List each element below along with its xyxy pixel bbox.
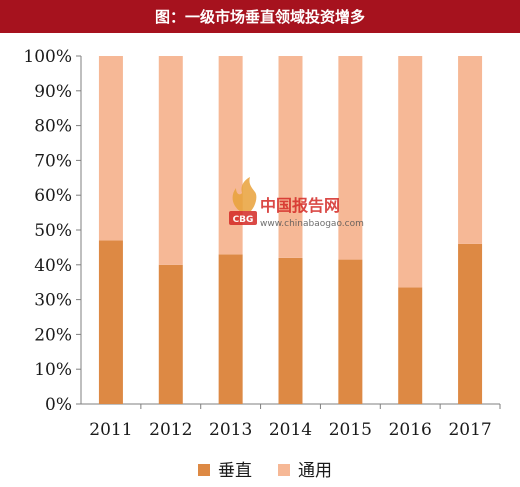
bar-vertical [338,259,363,404]
watermark-brand: 中国报告网 [260,196,340,215]
bar-general [158,56,183,265]
logo-text: CBG [233,215,254,225]
y-tick-label: 60% [34,186,72,206]
x-tick-label: 2011 [89,420,132,440]
y-tick-label: 30% [34,291,72,311]
bar-general [338,56,363,260]
legend-label-vertical: 垂直 [218,461,252,481]
bar-general [458,56,483,244]
watermark-url: www.chinabaogao.com [260,219,364,229]
x-tick-label: 2017 [448,420,491,440]
y-tick-label: 70% [34,151,72,171]
y-tick-label: 100% [23,47,72,67]
legend-swatch-vertical [198,464,210,476]
logo-plate [229,211,257,225]
bar-general [98,56,123,241]
bar-vertical [98,240,123,404]
bar-vertical [218,254,243,404]
y-tick-label: 20% [34,325,72,345]
x-tick-label: 2015 [329,420,372,440]
bar-general [278,56,303,258]
bar-vertical [278,257,303,404]
y-tick-label: 90% [34,82,72,102]
y-tick-label: 10% [34,360,72,380]
y-tick-label: 0% [45,395,72,415]
logo-flame-icon [232,177,257,212]
x-tick-label: 2016 [389,420,432,440]
y-tick-label: 40% [34,256,72,276]
x-tick-label: 2014 [269,420,312,440]
bar-vertical [458,243,483,404]
chart-title: 图：一级市场垂直领域投资增多 [0,0,520,33]
x-tick-label: 2013 [209,420,252,440]
legend-swatch-general [278,464,290,476]
y-tick-label: 80% [34,117,72,137]
bar-general [398,56,423,288]
watermark: CBG 中国报告网 www.chinabaogao.com [229,177,364,229]
legend-label-general: 通用 [298,461,332,481]
y-tick-label: 50% [34,221,72,241]
bar-vertical [158,264,183,404]
x-tick-label: 2012 [149,420,192,440]
bar-vertical [398,287,423,404]
